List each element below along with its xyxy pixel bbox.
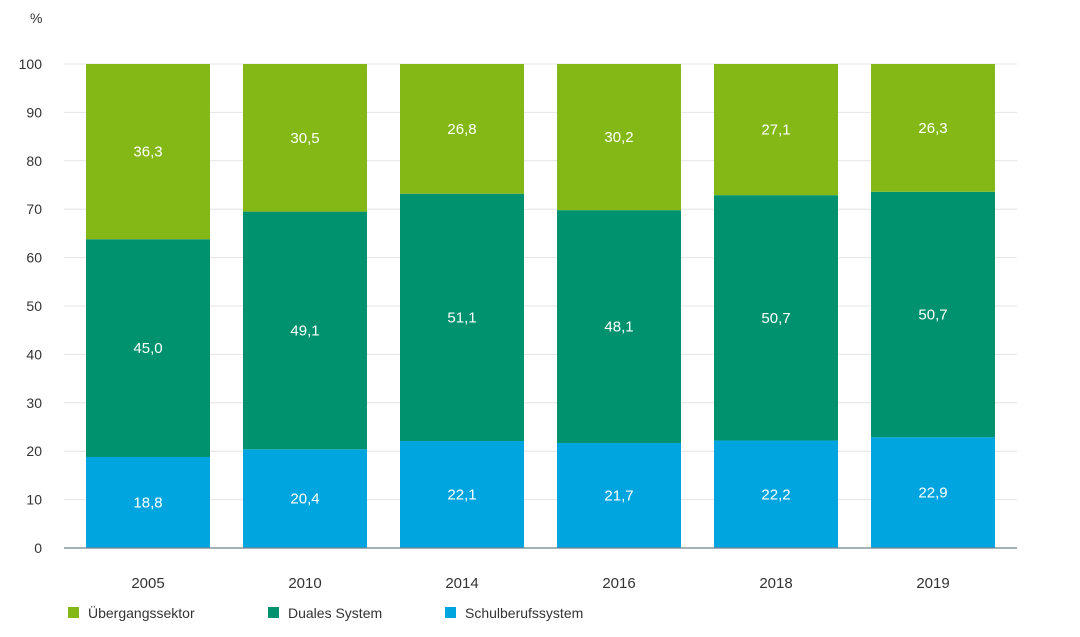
x-tick-label: 2019 [916,575,949,592]
bar-segment [243,64,367,212]
bars: 18,8 45,0 36,3 20,4 49,1 30,5 22,1 51,1 26,8 21,7… [86,64,995,548]
data-label: 50,7 [918,306,947,323]
data-label: 22,9 [918,485,947,502]
data-label: 45,0 [133,340,162,357]
data-label: 30,5 [290,130,319,147]
y-tick-label: 40 [26,346,42,362]
bar-segment [86,239,210,458]
legend-label: Schulberufssystem [465,605,583,621]
data-label: 22,2 [761,486,790,503]
x-tick-label: 2010 [288,575,321,592]
y-tick-label: 70 [26,201,42,217]
y-tick-label: 0 [34,540,42,556]
y-tick-label: 60 [26,250,42,266]
x-tick-label: 2005 [131,575,164,592]
bar-segment [400,441,524,548]
data-label: 20,4 [290,491,319,508]
y-tick-label: 50 [26,298,42,314]
legend-label: Duales System [288,605,382,621]
bar-segment [714,64,838,196]
bar-segment [871,64,995,192]
legend-item: Übergangssektor [68,604,195,621]
data-label: 30,2 [604,129,633,146]
legend-item: Duales System [268,605,382,621]
bar-segment [243,449,367,548]
y-tick-label: 80 [26,153,42,169]
y-tick-label: 90 [26,104,42,120]
bar-segment [243,211,367,450]
data-label: 27,1 [761,122,790,139]
data-label: 22,1 [447,487,476,504]
data-label: 18,8 [133,495,162,512]
x-tick-label: 2018 [759,575,792,592]
bar-segment [714,440,838,548]
bar-segment [714,195,838,441]
data-label: 51,1 [447,309,476,326]
legend-item: Schulberufssystem [445,605,583,621]
y-tick-label: 10 [26,492,42,508]
legend-label: Übergangssektor [88,604,195,621]
data-label: 21,7 [604,487,633,504]
legend-swatch [68,607,79,618]
bar-segment [86,64,210,240]
bar-segment [400,193,524,442]
bar-segment [871,191,995,438]
bar-segment [871,437,995,548]
y-tick-label: 20 [26,443,42,459]
data-label: 49,1 [290,322,319,339]
legend: Übergangssektor Duales System Schulberufss… [68,604,583,621]
bar-segment [400,64,524,194]
y-tick-label: 100 [19,56,43,72]
x-tick-label: 2014 [445,575,478,592]
legend-swatch [268,607,279,618]
data-label: 36,3 [133,144,162,161]
data-label: 26,8 [447,121,476,138]
axes: % 0 10 20 30 40 50 60 70 80 90 100 2005 2010 2014 2016 2… [19,10,1017,592]
y-axis-unit-label: % [30,10,42,26]
data-label: 48,1 [604,319,633,336]
bar-segment [557,442,681,548]
bar-segment [557,210,681,443]
y-tick-label: 30 [26,395,42,411]
bar-segment [86,457,210,548]
data-label: 50,7 [761,310,790,327]
x-tick-label: 2016 [602,575,635,592]
legend-swatch [445,607,456,618]
data-label: 26,3 [918,120,947,137]
bar-segment [557,64,681,211]
grid-lines [64,63,1017,501]
